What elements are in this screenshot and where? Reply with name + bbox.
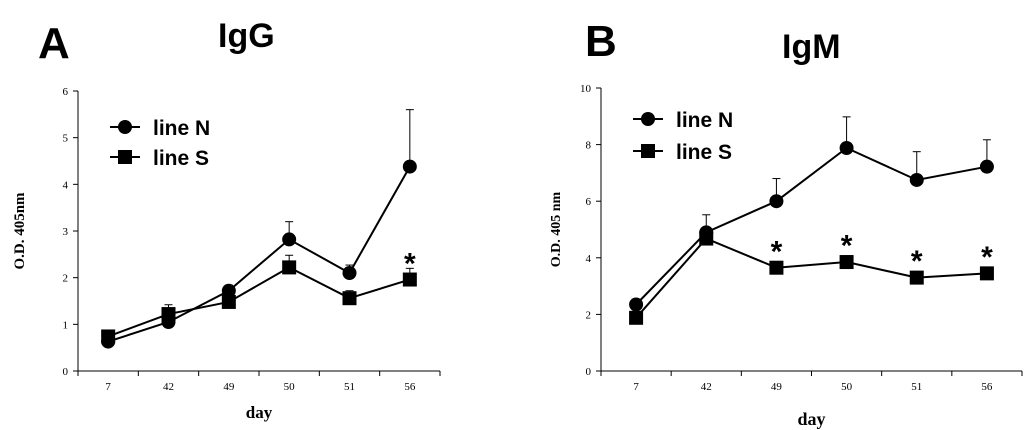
- panel-letter: B: [585, 17, 617, 66]
- y-tick-label: 2: [63, 273, 69, 285]
- panel-letter: A: [38, 19, 70, 68]
- y-tick-label: 6: [586, 196, 592, 208]
- series-line: [107, 166, 411, 343]
- data-point: [699, 231, 714, 246]
- y-tick-label: 1: [63, 319, 69, 331]
- chart-title: IgM: [782, 28, 841, 66]
- y-tick-label: 0: [586, 366, 592, 378]
- data-point: [769, 194, 784, 209]
- significance-star: *: [771, 235, 783, 268]
- x-axis-label: day: [797, 409, 825, 429]
- chart-title: IgG: [218, 17, 275, 55]
- significance-star: *: [911, 245, 923, 278]
- data-point: [629, 297, 644, 312]
- y-tick-label: 3: [63, 226, 69, 238]
- x-tick-label: 50: [284, 381, 296, 393]
- x-tick-label: 49: [223, 381, 235, 393]
- data-point: [282, 232, 297, 247]
- series-line-n: [629, 116, 994, 312]
- data-point: [629, 310, 644, 325]
- legend-entry: line N: [110, 117, 210, 140]
- data-point: [221, 294, 236, 309]
- significance-star: *: [404, 247, 416, 280]
- data-point: [282, 260, 297, 275]
- y-tick-label: 5: [63, 133, 69, 145]
- legend-label: line N: [676, 109, 733, 132]
- x-tick-label: 42: [163, 381, 174, 393]
- chart-igm: B IgM 0 2 4 6 8 10 7 42 49 50 51 56 day O.D. 405 nm * * * *…: [549, 17, 1023, 429]
- legend-marker: [641, 112, 655, 126]
- y-tick-label: 2: [586, 309, 592, 321]
- legend-marker: [641, 144, 655, 158]
- series-line: [107, 266, 411, 338]
- data-point: [402, 272, 417, 287]
- legend-label: line S: [676, 141, 732, 164]
- x-tick-label: 56: [981, 381, 993, 393]
- y-tick-label: 4: [63, 179, 69, 191]
- x-axis-label: day: [246, 403, 273, 422]
- data-point: [221, 283, 236, 298]
- legend-entry: line N: [633, 109, 733, 132]
- legend-entry: line S: [633, 141, 732, 164]
- x-tick-label: 42: [701, 381, 712, 393]
- series-line-s: [629, 231, 994, 325]
- legend-label: line S: [153, 147, 209, 170]
- legend-marker: [118, 120, 132, 134]
- data-point: [101, 329, 116, 344]
- y-axis-label: O.D. 405 nm: [549, 191, 564, 267]
- significance-star: *: [841, 230, 853, 263]
- series-line-s: [101, 254, 417, 344]
- y-tick-label: 6: [63, 86, 69, 98]
- y-tick-label: 0: [63, 366, 69, 378]
- legend-entry: line S: [110, 147, 209, 170]
- x-tick-label: 7: [105, 381, 111, 393]
- x-tick-label: 51: [911, 381, 922, 393]
- data-point: [979, 266, 994, 281]
- y-axis-label: O.D. 405nm: [12, 192, 28, 270]
- data-point: [839, 140, 854, 155]
- significance-star: *: [981, 241, 993, 274]
- series-line-n: [101, 109, 417, 349]
- data-point: [909, 270, 924, 285]
- legend-label: line N: [153, 117, 210, 140]
- x-tick-label: 56: [404, 381, 416, 393]
- data-point: [402, 159, 417, 174]
- legend-marker: [118, 150, 132, 164]
- y-tick-label: 8: [586, 140, 592, 152]
- x-tick-label: 7: [633, 381, 639, 393]
- x-tick-label: 50: [841, 381, 853, 393]
- data-point: [342, 266, 357, 280]
- data-point: [161, 307, 176, 322]
- x-tick-label: 49: [771, 381, 783, 393]
- data-point: [342, 291, 357, 306]
- data-point: [769, 260, 784, 275]
- y-tick-label: 4: [586, 253, 592, 265]
- series-line: [635, 237, 987, 319]
- x-tick-label: 51: [344, 381, 355, 393]
- data-point: [909, 172, 924, 187]
- series-line: [635, 146, 988, 306]
- y-tick-label: 10: [580, 83, 592, 95]
- data-point: [979, 159, 994, 174]
- data-point: [839, 255, 854, 270]
